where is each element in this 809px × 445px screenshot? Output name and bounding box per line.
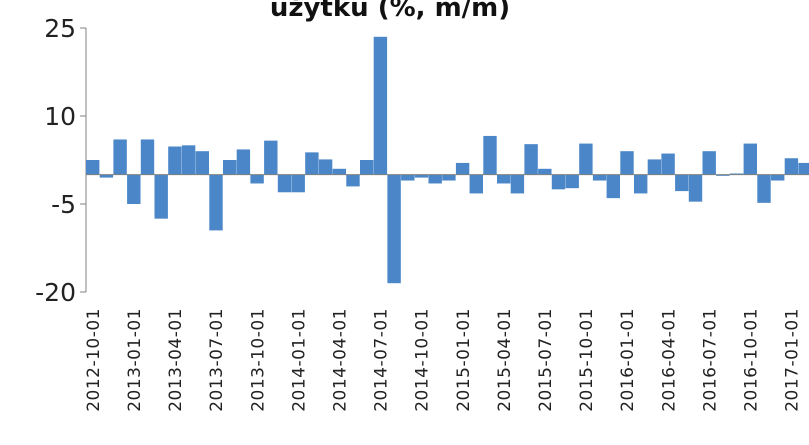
x-tick-label: 2015-10-01: [577, 308, 597, 412]
bar: 2016-12-01: -1: [771, 174, 785, 181]
bar: 2014-11-01: -1.5: [428, 174, 442, 184]
bar: 2013-02-01: 6: [140, 139, 155, 175]
bar: 2013-05-01: 5: [181, 145, 196, 175]
bar: 2016-03-01: 2.6: [647, 159, 662, 175]
bar: 2014-12-01: -1: [442, 174, 456, 181]
bar: 2016-05-01: -2.8: [675, 174, 689, 192]
bar: 2015-10-01: 5.3: [579, 143, 593, 175]
y-axis: 25 10 -5 -20: [35, 14, 87, 307]
x-tick-label: 2013-10-01: [248, 308, 268, 412]
bar: 2016-08-01: -0.2: [716, 174, 730, 176]
bar: 2015-02-01: -3.2: [469, 174, 483, 194]
bar: 2016-02-01: -3.2: [634, 174, 648, 194]
bar: 2017-01-01: 2.8: [784, 158, 799, 175]
x-tick-label: 2016-10-01: [741, 308, 761, 412]
bar: 2013-10-01: -1.5: [250, 174, 264, 184]
bar: 2013-06-01: 4: [195, 151, 209, 175]
bar: 2015-09-01: -2.3: [565, 174, 579, 189]
bar: 2014-01-01: -3: [291, 174, 305, 193]
bar: 2014-02-01: 3.8: [305, 152, 319, 175]
chart-title: użytku (%, m/m): [270, 0, 510, 23]
bar: 2015-12-01: -4: [606, 174, 620, 199]
bar: 2013-03-01: -7.5: [154, 174, 168, 219]
x-tick-label: 2015-04-01: [495, 308, 515, 412]
bar: 2012-11-01: -0.5: [99, 174, 114, 178]
bar: 2016-06-01: -4.6: [688, 174, 703, 202]
bar: 2016-11-01: -4.8: [757, 174, 771, 203]
x-tick-label: 2014-01-01: [289, 308, 309, 412]
x-tick-label: 2015-07-01: [536, 308, 556, 412]
bar: 2013-01-01: -5: [127, 174, 141, 204]
bar: 2015-06-01: 5.2: [524, 144, 538, 175]
bar: 2017-02-01: 2: [798, 162, 809, 175]
bar: 2016-01-01: 4: [620, 151, 634, 175]
bar: 2013-08-01: 2.5: [223, 160, 237, 175]
x-tick-label: 2014-04-01: [330, 308, 350, 412]
bar: 2014-03-01: 2.6: [318, 159, 333, 175]
y-tick-label: -5: [51, 190, 76, 219]
bar: 2013-07-01: -9.5: [209, 174, 223, 231]
x-tick-label: 2014-10-01: [413, 308, 433, 412]
x-tick-label: 2012-10-01: [84, 308, 104, 412]
y-tick-label: 10: [44, 102, 76, 131]
bar: 2016-10-01: 5.3: [743, 143, 757, 175]
bar: 2013-12-01: -3: [277, 174, 292, 193]
bar: 2014-04-01: 1: [332, 168, 346, 175]
bar: 2012-12-01: 6: [113, 139, 127, 175]
bar: 2013-09-01: 4.3: [236, 149, 251, 175]
y-tick-label: 25: [44, 14, 76, 43]
bar: 2015-11-01: -1: [592, 174, 607, 181]
bar: 2015-01-01: 2: [455, 162, 470, 175]
bar: 2016-07-01: 4: [702, 151, 716, 175]
bar: 2014-09-01: -1: [401, 174, 415, 181]
x-tick-label: 2013-07-01: [207, 308, 227, 412]
bar: 2013-04-01: 4.8: [168, 146, 182, 175]
bar: 2013-11-01: 5.8: [264, 140, 278, 175]
x-tick-label: 2016-07-01: [700, 308, 720, 412]
x-tick-label: 2013-01-01: [125, 308, 145, 412]
bar: 2012-10-01: 2.5: [86, 160, 100, 175]
x-axis-ticks: 2012-10-01 2013-01-01 2013-04-01 2013-07-01…: [84, 308, 803, 412]
x-tick-label: 2017-01-01: [783, 308, 803, 412]
bar: 2016-04-01: 3.6: [661, 153, 675, 175]
x-tick-label: 2014-07-01: [372, 308, 392, 412]
x-tick-label: 2016-01-01: [618, 308, 638, 412]
bar: 2016-09-01: 0.2: [729, 173, 744, 175]
y-tick-label: -20: [35, 278, 76, 307]
bar: 2015-04-01: -1.5: [497, 174, 511, 184]
x-tick-label: 2016-04-01: [659, 308, 679, 412]
bar: 2015-03-01: 6.6: [483, 135, 497, 175]
x-tick-label: 2013-04-01: [166, 308, 186, 412]
x-tick-label: 2015-01-01: [454, 308, 474, 412]
bar: 2014-05-01: -2: [346, 174, 360, 187]
bar: 2014-10-01: -0.5: [414, 174, 429, 178]
bar: 2015-08-01: -2.5: [551, 174, 566, 190]
bar: 2014-06-01: 2.5: [360, 160, 374, 175]
bar: 2014-08-01: -18.5: [387, 174, 401, 284]
bar: 2015-07-01: 1: [538, 168, 552, 175]
bar: 2014-07-01: 23.5: [373, 36, 388, 175]
bars: 2012-10-01: 2.52012-11-01: -0.52012-12-0…: [86, 36, 809, 284]
bar: 2015-05-01: -3.2: [510, 174, 525, 194]
